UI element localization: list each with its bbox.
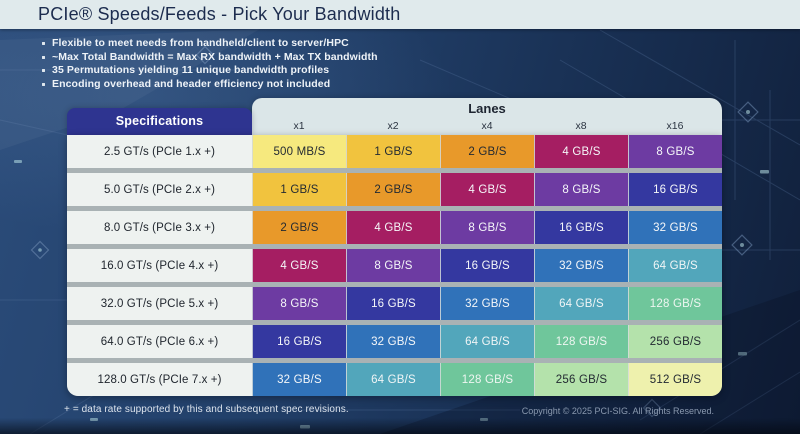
bandwidth-cell: 8 GB/S [534,173,628,206]
bandwidth-cell: 16 GB/S [628,173,722,206]
bullet-item: Encoding overhead and header efficiency … [42,78,378,92]
bullet-item: ~Max Total Bandwidth = Max RX bandwidth … [42,50,378,63]
lane-column-label: x2 [387,120,399,132]
bandwidth-cell: 4 GB/S [440,173,534,206]
bandwidth-cell: 32 GB/S [628,211,722,244]
lane-column-label: x1 [293,120,305,132]
table-row: 2.5 GT/s (PCIe 1.x +) 500 MB/S 1 GB/S 2 GB/… [67,135,722,168]
bandwidth-cell: 4 GB/S [346,211,440,244]
bandwidth-cell: 16 GB/S [534,211,628,244]
spec-row-label: 8.0 GT/s (PCIe 3.x +) [67,211,252,244]
lane-column-label: x4 [481,120,493,132]
bandwidth-cell: 32 GB/S [440,287,534,320]
bandwidth-cell: 8 GB/S [440,211,534,244]
table-row: 5.0 GT/s (PCIe 2.x +) 1 GB/S 2 GB/S 4 GB/S 8… [67,173,722,206]
bandwidth-cell: 64 GB/S [346,363,440,396]
table-body: 2.5 GT/s (PCIe 1.x +) 500 MB/S 1 GB/S 2 GB/… [67,135,722,396]
bandwidth-cell: 8 GB/S [628,135,722,168]
bullet-item: Flexible to meet needs from handheld/cli… [42,37,378,51]
spec-row-label: 16.0 GT/s (PCIe 4.x +) [67,249,252,282]
lane-column-label: x8 [575,120,587,132]
spec-row-label: 128.0 GT/s (PCIe 7.x +) [67,363,252,396]
footnote: + = data rate supported by this and subs… [64,404,349,415]
bandwidth-cell: 16 GB/S [440,249,534,282]
title-bar: PCIe® Speeds/Feeds - Pick Your Bandwidth [0,0,800,29]
bandwidth-cell: 128 GB/S [440,363,534,396]
bandwidth-cell: 32 GB/S [252,363,346,396]
table-row: 64.0 GT/s (PCIe 6.x +) 16 GB/S 32 GB/S 64 G… [67,325,722,358]
spec-row-label: 64.0 GT/s (PCIe 6.x +) [67,325,252,358]
lanes-header: Lanes x1 x2 x4 x8 x16 [252,98,722,135]
spec-row-label: 5.0 GT/s (PCIe 2.x +) [67,173,252,206]
bandwidth-cell: 128 GB/S [628,287,722,320]
bandwidth-cell: 512 GB/S [628,363,722,396]
lane-column-label: x16 [666,120,684,132]
bandwidth-cell: 8 GB/S [346,249,440,282]
bandwidth-cell: 256 GB/S [628,325,722,358]
bandwidth-cell: 1 GB/S [252,173,346,206]
bandwidth-cell: 1 GB/S [346,135,440,168]
bandwidth-cell: 32 GB/S [346,325,440,358]
bandwidth-cell: 16 GB/S [252,325,346,358]
slide-title: PCIe® Speeds/Feeds - Pick Your Bandwidth [38,4,401,24]
copyright-notice: Copyright © 2025 PCI-SIG. All Rights Res… [521,406,714,416]
bandwidth-cell: 32 GB/S [534,249,628,282]
bandwidth-cell: 4 GB/S [252,249,346,282]
table-row: 16.0 GT/s (PCIe 4.x +) 4 GB/S 8 GB/S 16 GB/… [67,249,722,282]
table-row: 32.0 GT/s (PCIe 5.x +) 8 GB/S 16 GB/S 32 GB… [67,287,722,320]
bandwidth-cell: 64 GB/S [534,287,628,320]
bandwidth-cell: 128 GB/S [534,325,628,358]
bandwidth-cell: 2 GB/S [252,211,346,244]
bandwidth-cell: 16 GB/S [346,287,440,320]
bandwidth-cell: 64 GB/S [440,325,534,358]
bandwidth-cell: 2 GB/S [440,135,534,168]
bandwidth-cell: 500 MB/S [252,135,346,168]
lanes-header-title: Lanes [468,101,506,116]
spec-row-label: 2.5 GT/s (PCIe 1.x +) [67,135,252,168]
table-row: 8.0 GT/s (PCIe 3.x +) 2 GB/S 4 GB/S 8 GB/S 1… [67,211,722,244]
lane-column-labels: x1 x2 x4 x8 x16 [252,120,722,132]
bandwidth-table: Lanes x1 x2 x4 x8 x16 Specifications 2.5… [67,98,722,396]
bandwidth-cell: 4 GB/S [534,135,628,168]
bandwidth-cell: 256 GB/S [534,363,628,396]
bandwidth-cell: 8 GB/S [252,287,346,320]
bandwidth-cell: 64 GB/S [628,249,722,282]
bullet-item: 35 Permutations yielding 11 unique bandw… [42,64,378,78]
table-row: 128.0 GT/s (PCIe 7.x +) 32 GB/S 64 GB/S 128… [67,363,722,396]
spec-row-label: 32.0 GT/s (PCIe 5.x +) [67,287,252,320]
bottom-vignette [0,418,800,434]
specifications-header: Specifications [67,108,252,135]
bullet-list: Flexible to meet needs from handheld/cli… [42,37,378,92]
bandwidth-cell: 2 GB/S [346,173,440,206]
